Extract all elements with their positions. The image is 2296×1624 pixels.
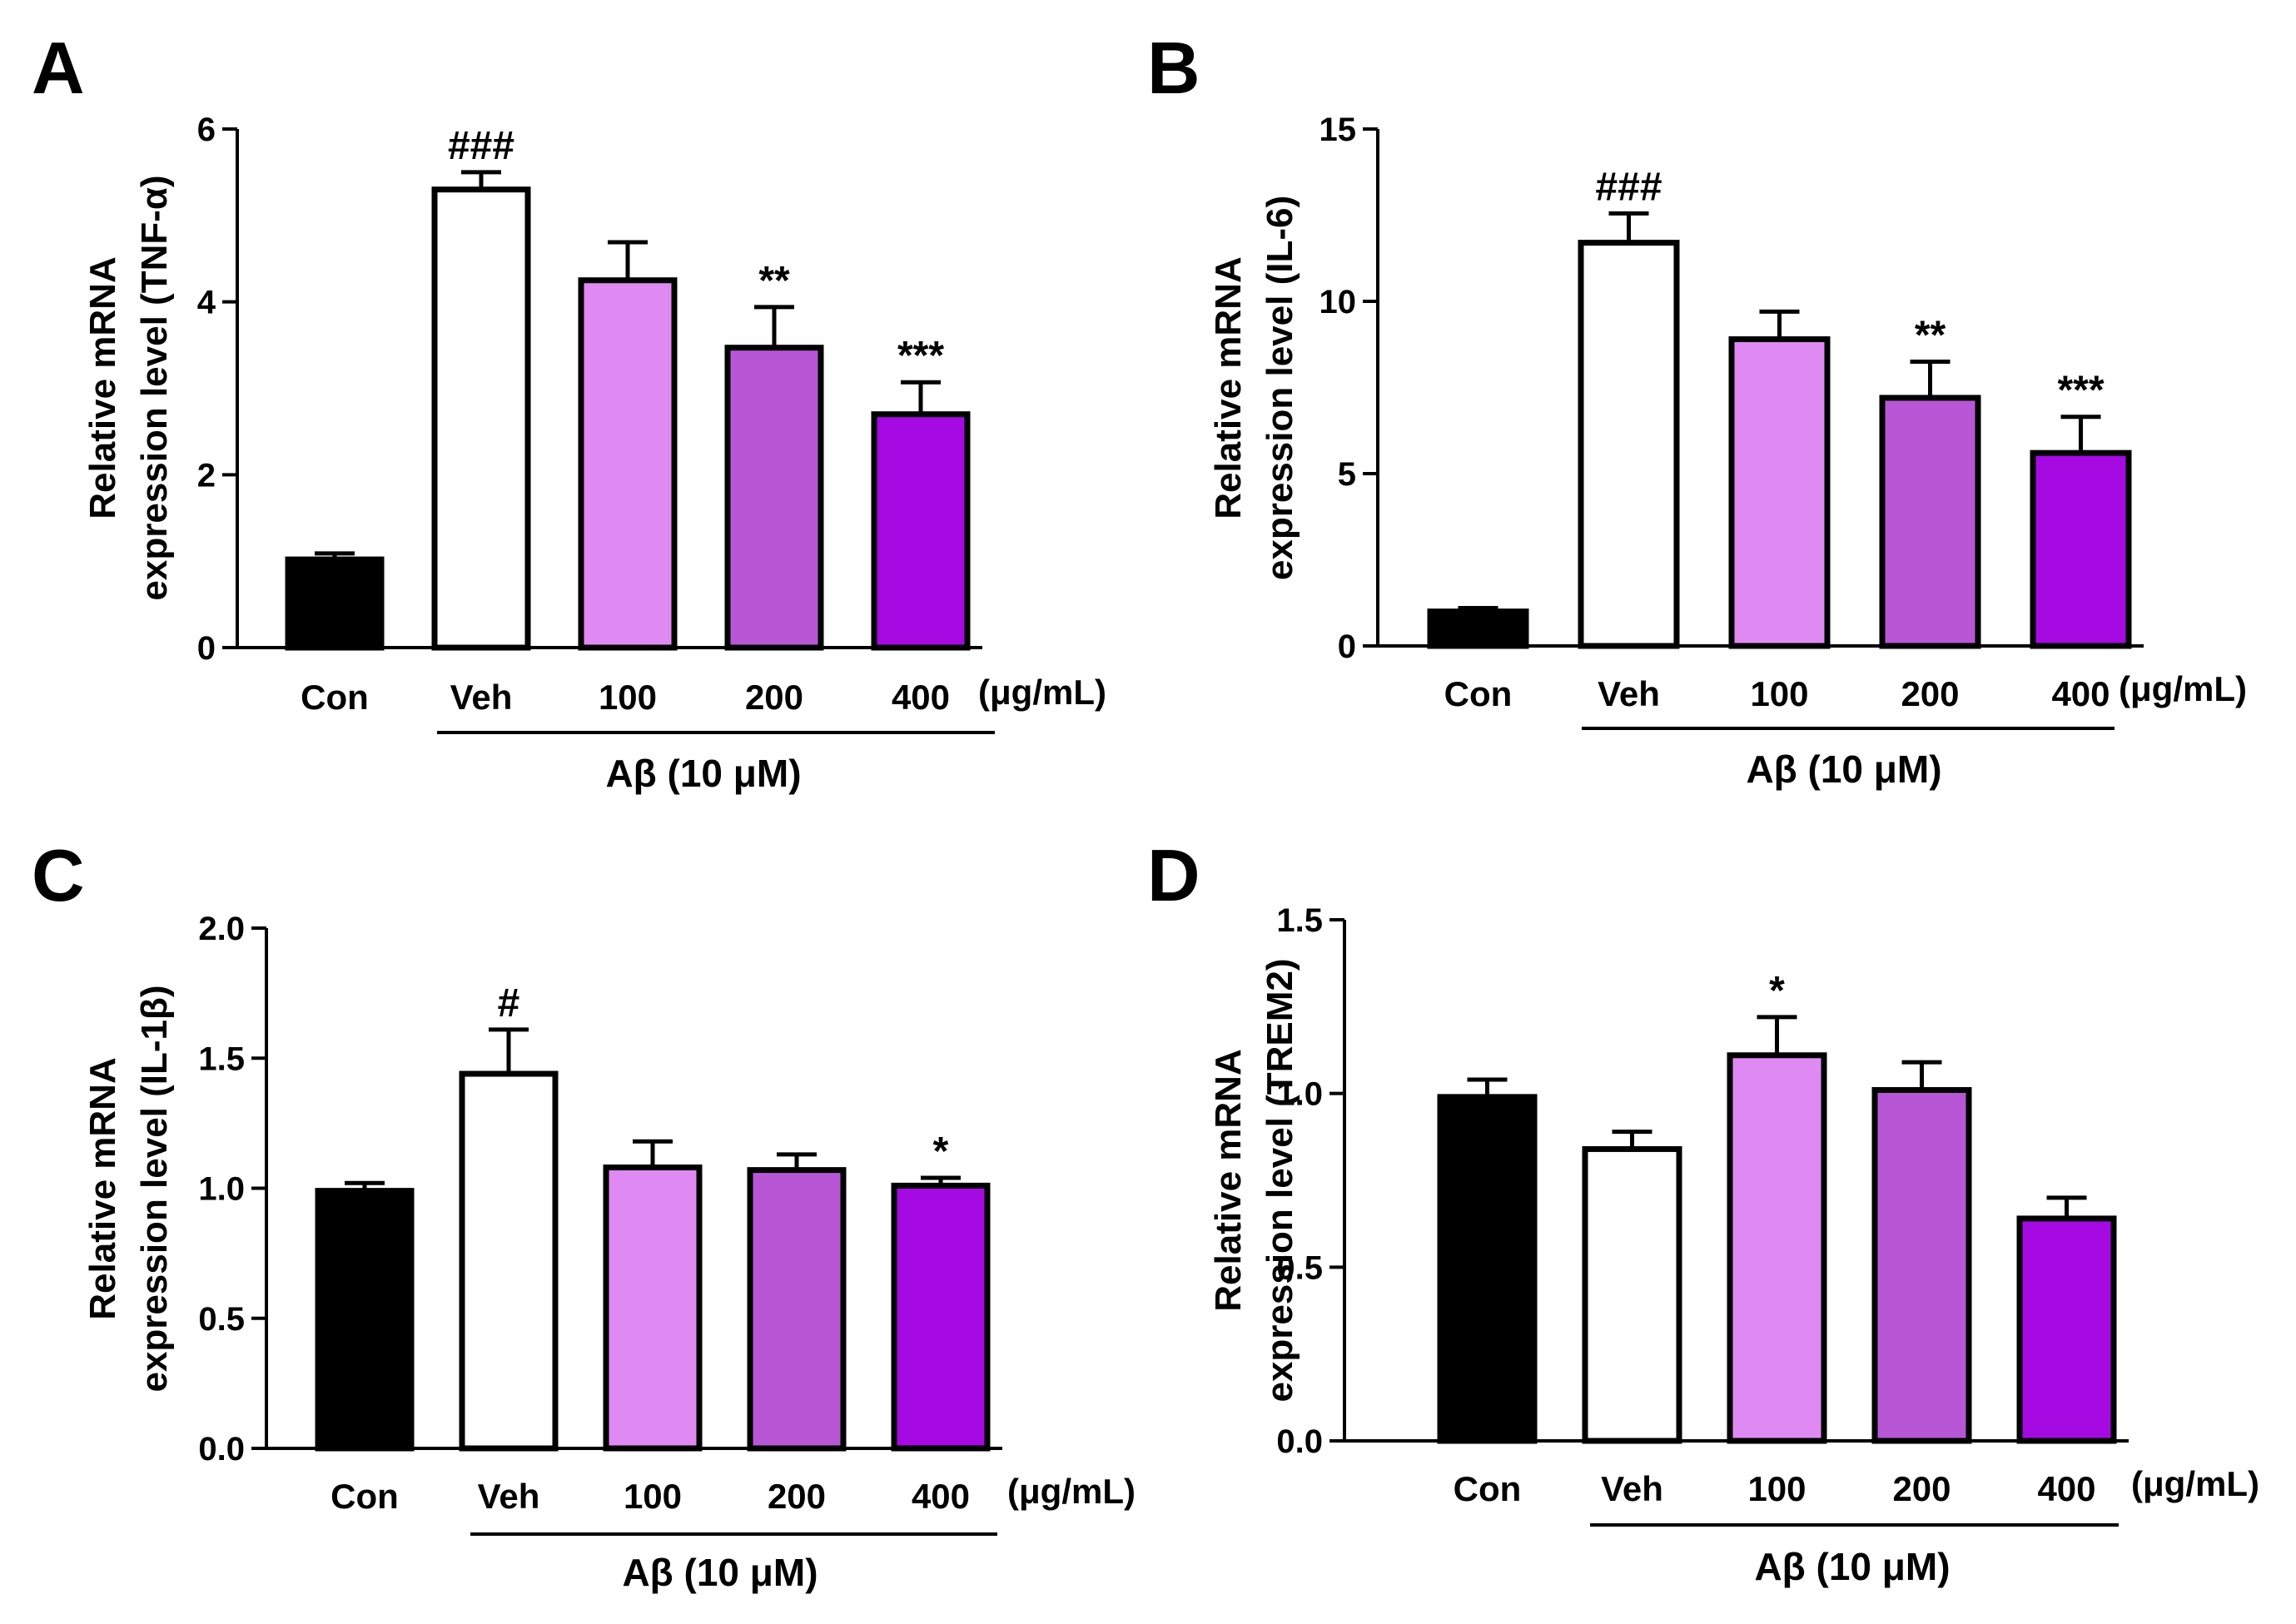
group-label: Aβ (10 μM) [605, 752, 801, 795]
unit-label: (μg/mL) [2131, 1464, 2259, 1503]
panel-a: A 0 2 4 6 Relative mRNA expression level (TNF-… [32, 27, 1106, 795]
group-label: Aβ (10 μM) [1746, 747, 1941, 791]
x-tick-label: Con [1454, 1469, 1522, 1508]
y-tick-label: 1.0 [198, 1171, 245, 1208]
x-tick-label: 400 [2037, 1469, 2095, 1508]
x-tick-label: 100 [1747, 1469, 1806, 1508]
significance-marker: ** [1915, 313, 1946, 357]
y-tick-label: 0.5 [198, 1301, 245, 1338]
x-tick-label: Con [301, 678, 369, 717]
y-tick-label: 10 [1319, 284, 1357, 320]
x-tick-label: 100 [1750, 674, 1808, 713]
y-tick-label: 2.0 [198, 911, 245, 947]
unit-label: (μg/mL) [978, 673, 1106, 712]
significance-marker: * [933, 1130, 949, 1174]
y-tick-label: 0 [197, 630, 216, 667]
x-tick-label: Veh [478, 1477, 540, 1516]
bar-200 [747, 1167, 847, 1452]
y-axis-label: expression level (TNF-α) [134, 175, 175, 600]
y-axis-label: expression level (IL-6) [1260, 196, 1300, 580]
y-tick-label: 2 [197, 457, 216, 494]
x-tick-label: 200 [745, 678, 803, 717]
x-tick-label: 100 [624, 1477, 682, 1516]
bar-400 [2030, 449, 2132, 649]
panel-b: B 0 5 10 15 Relative mRNA expression level (IL… [1147, 27, 2247, 791]
x-tick-label: 200 [1892, 1469, 1951, 1508]
group-label: Aβ (10 μM) [622, 1551, 818, 1594]
unit-label: (μg/mL) [1007, 1472, 1136, 1511]
bar-veh [459, 1070, 559, 1452]
significance-marker: # [498, 981, 520, 1026]
significance-marker: ### [448, 124, 514, 168]
y-axis-label: expression level (IL-1β) [134, 985, 175, 1392]
bar-100 [1728, 336, 1831, 649]
y-tick-label: 1.5 [1276, 902, 1323, 939]
panel-letter: A [32, 27, 85, 109]
bar-veh [431, 186, 531, 651]
y-tick-label: 4 [197, 285, 216, 321]
significance-marker: ### [1595, 165, 1662, 209]
group-label: Aβ (10 μM) [1754, 1545, 1950, 1588]
panel-letter: B [1147, 27, 1200, 109]
bar-200 [1879, 395, 1981, 649]
x-tick-label: Veh [1598, 674, 1660, 713]
x-tick-label: 400 [2051, 674, 2110, 713]
bar-400 [871, 411, 971, 651]
significance-marker: *** [897, 334, 944, 378]
y-tick-label: 1.0 [1276, 1076, 1323, 1113]
bar-400 [2016, 1215, 2117, 1444]
x-tick-label: Con [1444, 674, 1513, 713]
significance-marker: * [1769, 969, 1785, 1013]
y-tick-label: 0.5 [1276, 1249, 1323, 1286]
y-tick-label: 0.0 [1276, 1423, 1323, 1460]
y-tick-label: 6 [197, 112, 216, 148]
bar-100 [603, 1165, 703, 1452]
y-axis-label: Relative mRNA [1208, 256, 1249, 519]
panel-letter: D [1147, 834, 1200, 916]
y-axis-label: Relative mRNA [82, 256, 123, 519]
panel-c: C 0.0 0.5 1.0 1.5 2.0 Relative mRNA expression … [32, 834, 1136, 1594]
bar-con [1427, 608, 1529, 649]
x-tick-label: 400 [912, 1477, 970, 1516]
y-tick-label: 0 [1338, 628, 1356, 665]
x-tick-label: Con [330, 1477, 399, 1516]
y-tick-label: 15 [1319, 112, 1357, 148]
bar-200 [1871, 1086, 1972, 1444]
significance-marker: *** [2057, 369, 2104, 413]
panel-d: D 0.0 0.5 1.0 1.5 Relative mRNA expression lev… [1147, 834, 2259, 1588]
x-tick-label: 400 [892, 678, 950, 717]
bar-veh [1578, 240, 1680, 649]
x-tick-label: 200 [1901, 674, 1959, 713]
unit-label: (μg/mL) [2119, 669, 2247, 708]
y-axis-label: Relative mRNA [1208, 1049, 1249, 1311]
bar-con [315, 1188, 415, 1452]
x-tick-label: 200 [768, 1477, 826, 1516]
panel-letter: C [32, 834, 85, 916]
y-tick-label: 5 [1338, 456, 1356, 493]
significance-marker: ** [758, 259, 790, 303]
x-tick-label: Veh [1601, 1469, 1663, 1508]
bar-400 [891, 1182, 991, 1452]
y-tick-label: 0.0 [198, 1431, 245, 1468]
bar-con [285, 556, 385, 651]
bar-100 [578, 277, 678, 651]
bar-200 [724, 345, 824, 651]
y-tick-label: 1.5 [198, 1040, 245, 1077]
bar-veh [1582, 1145, 1682, 1444]
bar-con [1437, 1094, 1538, 1444]
bar-100 [1727, 1052, 1827, 1444]
y-axis-label: Relative mRNA [82, 1057, 123, 1319]
y-axis-label: expression level (TREM2) [1260, 958, 1300, 1402]
x-tick-label: 100 [599, 678, 657, 717]
x-tick-label: Veh [450, 678, 513, 717]
